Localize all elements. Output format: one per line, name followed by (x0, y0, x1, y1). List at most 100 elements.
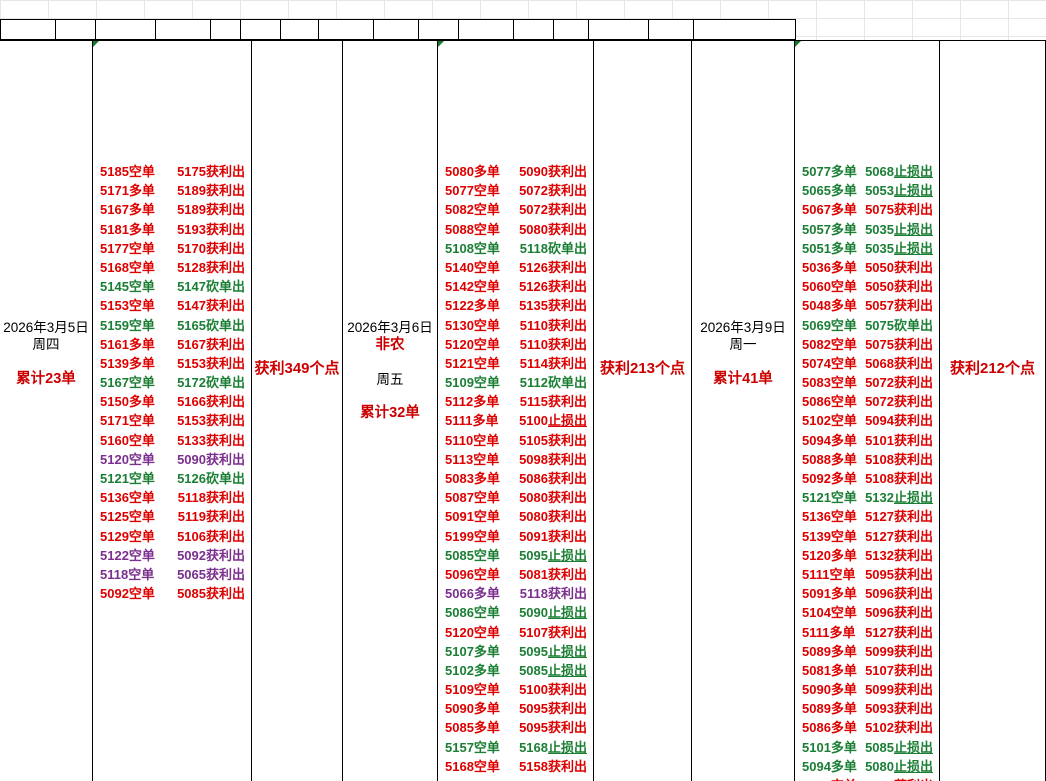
trade-row[interactable]: 5111多单 5127获利出 (795, 626, 939, 645)
trade-row[interactable]: 5057多单 5035止损出 (795, 223, 939, 242)
trade-row[interactable]: 5109空单 5112砍单出 (438, 376, 593, 395)
trade-row[interactable]: 5120多单 5132获利出 (795, 549, 939, 568)
trade-row[interactable]: 5084空单 5071获利出 (795, 779, 939, 781)
trade-row[interactable]: 5121空单 5126砍单出 (93, 472, 251, 491)
trade-row[interactable]: 5082空单 5072获利出 (438, 203, 593, 222)
trade-row[interactable]: 5185空单 5175获利出 (93, 165, 251, 184)
trade-row[interactable]: 5113空单 5098获利出 (438, 453, 593, 472)
header-cell-8[interactable] (319, 20, 374, 39)
trade-row[interactable]: 5139多单 5153获利出 (93, 357, 251, 376)
trade-row[interactable]: 5120空单 5110获利出 (438, 338, 593, 357)
trade-row[interactable]: 5091多单 5096获利出 (795, 587, 939, 606)
trade-row[interactable]: 5129空单 5106获利出 (93, 530, 251, 549)
trade-row[interactable]: 5067多单 5075获利出 (795, 203, 939, 222)
trade-row[interactable]: 5110空单 5105获利出 (438, 434, 593, 453)
header-cell-13[interactable] (554, 20, 589, 39)
trade-row[interactable]: 5121空单 5114获利出 (438, 357, 593, 376)
trade-row[interactable]: 5091空单 5080获利出 (438, 510, 593, 529)
trade-row[interactable]: 5118空单 5065获利出 (93, 568, 251, 587)
trade-row[interactable]: 5160空单 5133获利出 (93, 434, 251, 453)
trade-row[interactable]: 5181多单 5193获利出 (93, 223, 251, 242)
trade-row[interactable]: 5108空单 5118砍单出 (438, 242, 593, 261)
header-cell-7[interactable] (281, 20, 319, 39)
trade-row[interactable]: 5077空单 5072获利出 (438, 184, 593, 203)
trade-row[interactable]: 5080多单 5090获利出 (438, 165, 593, 184)
trade-row[interactable]: 5168空单 5128获利出 (93, 261, 251, 280)
header-cell-16[interactable] (694, 20, 754, 39)
trade-row[interactable]: 5048多单 5057获利出 (795, 299, 939, 318)
trade-row[interactable]: 5090多单 5095获利出 (438, 702, 593, 721)
trade-row[interactable]: 5066多单 5118获利出 (438, 587, 593, 606)
trade-row[interactable]: 5139空单 5127获利出 (795, 530, 939, 549)
trade-row[interactable]: 5092空单 5085获利出 (93, 587, 251, 606)
trade-row[interactable]: 5036多单 5050获利出 (795, 261, 939, 280)
trade-row[interactable]: 5083多单 5086获利出 (438, 472, 593, 491)
header-cell-5[interactable] (211, 20, 241, 39)
trade-row[interactable]: 5081多单 5107获利出 (795, 664, 939, 683)
trade-row[interactable]: 5060空单 5050获利出 (795, 280, 939, 299)
trade-row[interactable]: 5074空单 5068获利出 (795, 357, 939, 376)
trade-row[interactable]: 5120空单 5107获利出 (438, 626, 593, 645)
trade-row[interactable]: 5109空单 5100获利出 (438, 683, 593, 702)
trade-row[interactable]: 5089多单 5093获利出 (795, 702, 939, 721)
trade-row[interactable]: 5159空单 5165砍单出 (93, 319, 251, 338)
trade-row[interactable]: 5088多单 5108获利出 (795, 453, 939, 472)
header-cell-9[interactable] (374, 20, 419, 39)
trade-row[interactable]: 5083空单 5072获利出 (795, 376, 939, 395)
trade-row[interactable]: 5090多单 5099获利出 (795, 683, 939, 702)
trade-row[interactable]: 5104空单 5096获利出 (795, 606, 939, 625)
trade-row[interactable]: 5125空单 5119获利出 (93, 510, 251, 529)
trade-row[interactable]: 5136空单 5127获利出 (795, 510, 939, 529)
header-cell-4[interactable] (156, 20, 211, 39)
trade-row[interactable]: 5167空单 5172砍单出 (93, 376, 251, 395)
date-cell[interactable]: 2026年3月9日 周一 累计41单 (692, 319, 794, 388)
header-cell-11[interactable] (459, 20, 514, 39)
trade-row[interactable]: 5111空单 5095获利出 (795, 568, 939, 587)
trade-row[interactable]: 5101多单 5085止损出 (795, 741, 939, 760)
trade-row[interactable]: 5177空单 5170获利出 (93, 242, 251, 261)
header-cell-3[interactable] (96, 20, 156, 39)
trade-row[interactable]: 5096空单 5081获利出 (438, 568, 593, 587)
trade-row[interactable]: 5111多单 5100止损出 (438, 414, 593, 433)
trade-row[interactable]: 5153空单 5147获利出 (93, 299, 251, 318)
trade-row[interactable]: 5168空单 5158获利出 (438, 760, 593, 779)
trade-row[interactable]: 5087空单 5080获利出 (438, 491, 593, 510)
date-cell[interactable]: 2026年3月5日 周四 累计23单 (0, 319, 92, 388)
trade-row[interactable]: 5077多单 5068止损出 (795, 165, 939, 184)
trade-row[interactable]: 5167多单 5189获利出 (93, 203, 251, 222)
trade-row[interactable]: 5082空单 5075获利出 (795, 338, 939, 357)
trade-row[interactable]: 5069空单 5075砍单出 (795, 319, 939, 338)
trade-row[interactable]: 5094多单 5101获利出 (795, 434, 939, 453)
header-cell-12[interactable] (514, 20, 554, 39)
header-cell-2[interactable] (56, 20, 96, 39)
trade-row[interactable]: 5145空单 5147砍单出 (93, 280, 251, 299)
trade-row[interactable]: 5085多单 5095获利出 (438, 721, 593, 740)
trade-row[interactable]: 5199空单 5091获利出 (438, 530, 593, 549)
trade-row[interactable]: 5150多单 5166获利出 (93, 395, 251, 414)
trade-row[interactable]: 5088空单 5080获利出 (438, 223, 593, 242)
trade-row[interactable]: 5112多单 5115获利出 (438, 395, 593, 414)
header-cell-6[interactable] (241, 20, 281, 39)
date-cell[interactable]: 2026年3月6日 非农 周五 累计32单 (343, 319, 437, 423)
trade-row[interactable]: 5051多单 5035止损出 (795, 242, 939, 261)
trade-row[interactable]: 5094多单 5080止损出 (795, 760, 939, 779)
trade-row[interactable]: 5085空单 5095止损出 (438, 549, 593, 568)
header-cell-10[interactable] (419, 20, 459, 39)
trade-row[interactable]: 5089多单 5099获利出 (795, 645, 939, 664)
trade-row[interactable]: 5120空单 5090获利出 (93, 453, 251, 472)
trade-row[interactable]: 5171多单 5189获利出 (93, 184, 251, 203)
trade-row[interactable]: 5122多单 5135获利出 (438, 299, 593, 318)
trade-row[interactable]: 5065多单 5053止损出 (795, 184, 939, 203)
trade-row[interactable]: 5157空单 5168止损出 (438, 741, 593, 760)
trade-row[interactable]: 5136空单 5118获利出 (93, 491, 251, 510)
trade-row[interactable]: 5102空单 5094获利出 (795, 414, 939, 433)
header-cell-15[interactable] (649, 20, 694, 39)
trade-row[interactable]: 5086空单 5090止损出 (438, 606, 593, 625)
trade-row[interactable]: 5140空单 5126获利出 (438, 261, 593, 280)
header-cell-14[interactable] (589, 20, 649, 39)
trade-row[interactable]: 5102多单 5085止损出 (438, 664, 593, 683)
trade-row[interactable]: 5122空单 5092获利出 (93, 549, 251, 568)
trade-row[interactable]: 5107多单 5095止损出 (438, 645, 593, 664)
trade-row[interactable]: 5171空单 5153获利出 (93, 414, 251, 433)
trade-row[interactable]: 5092多单 5108获利出 (795, 472, 939, 491)
